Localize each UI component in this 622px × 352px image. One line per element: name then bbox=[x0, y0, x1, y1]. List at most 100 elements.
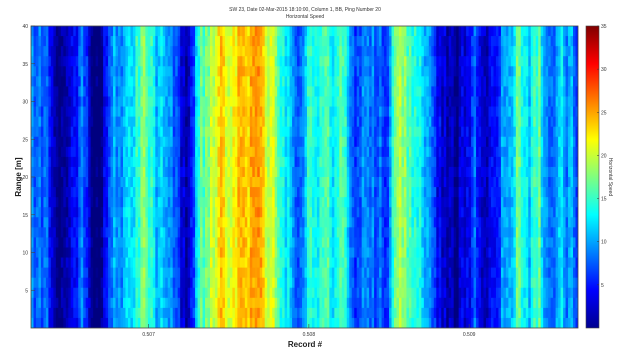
heatmap-cell bbox=[279, 96, 283, 107]
heatmap-cell bbox=[277, 257, 281, 268]
heatmap-cell bbox=[202, 36, 206, 47]
heatmap-cell bbox=[289, 247, 293, 258]
heatmap-cell bbox=[113, 96, 116, 107]
heatmap-cell bbox=[408, 106, 412, 117]
heatmap-cell bbox=[172, 217, 176, 228]
heatmap-cell bbox=[339, 227, 343, 238]
heatmap-cell bbox=[142, 197, 146, 208]
heatmap-cell bbox=[115, 237, 119, 248]
heatmap-cell bbox=[172, 66, 176, 77]
heatmap-cell bbox=[232, 86, 236, 97]
heatmap-cell bbox=[93, 317, 97, 328]
heatmap-cell bbox=[272, 146, 276, 158]
heatmap-cell bbox=[177, 136, 181, 148]
heatmap-cell bbox=[304, 166, 308, 178]
heatmap-cell bbox=[356, 277, 360, 289]
heatmap-cell bbox=[394, 297, 397, 309]
heatmap-cell bbox=[127, 307, 131, 319]
heatmap-cell bbox=[177, 156, 181, 168]
heatmap-cell bbox=[192, 277, 196, 289]
heatmap-cell bbox=[369, 187, 373, 198]
heatmap-cell bbox=[192, 126, 196, 138]
heatmap-cell bbox=[165, 187, 169, 198]
heatmap-cell bbox=[349, 116, 353, 128]
heatmap-cell bbox=[68, 116, 72, 128]
heatmap-cell bbox=[242, 237, 246, 248]
heatmap-cell bbox=[267, 307, 271, 319]
heatmap-cell bbox=[110, 96, 114, 107]
heatmap-cell bbox=[113, 56, 116, 67]
heatmap-cell bbox=[142, 227, 146, 238]
heatmap-cell bbox=[190, 217, 194, 228]
heatmap-cell bbox=[197, 26, 201, 37]
heatmap-cell bbox=[436, 156, 440, 168]
heatmap-cell bbox=[145, 297, 149, 309]
heatmap-cell bbox=[329, 237, 333, 248]
heatmap-cell bbox=[441, 287, 445, 299]
heatmap-cell bbox=[68, 96, 72, 107]
heatmap-cell bbox=[441, 116, 445, 128]
heatmap-cell bbox=[127, 126, 131, 138]
heatmap-cell bbox=[269, 86, 273, 97]
heatmap-cell bbox=[284, 197, 288, 208]
heatmap-cell bbox=[289, 207, 293, 218]
heatmap-cell bbox=[254, 257, 258, 268]
heatmap-cell bbox=[292, 307, 295, 319]
heatmap-cell bbox=[344, 247, 348, 258]
heatmap-cell bbox=[277, 66, 281, 77]
heatmap-cell bbox=[108, 237, 111, 248]
heatmap-cell bbox=[219, 46, 223, 57]
heatmap-cell bbox=[202, 297, 206, 309]
heatmap-cell bbox=[60, 26, 64, 37]
heatmap-cell bbox=[292, 207, 295, 218]
heatmap-cell bbox=[93, 187, 97, 198]
heatmap-cell bbox=[334, 76, 338, 87]
heatmap-cell bbox=[205, 317, 208, 328]
heatmap-cell bbox=[289, 267, 293, 279]
heatmap-cell bbox=[155, 76, 159, 87]
heatmap-cell bbox=[321, 146, 325, 158]
heatmap-cell bbox=[423, 56, 427, 67]
heatmap-cell bbox=[247, 287, 251, 299]
heatmap-cell bbox=[113, 227, 116, 238]
heatmap-cell bbox=[418, 66, 422, 77]
heatmap-cell bbox=[212, 187, 216, 198]
heatmap-cell bbox=[48, 237, 52, 248]
heatmap-cell bbox=[423, 227, 427, 238]
heatmap-cell bbox=[389, 237, 392, 248]
heatmap-cell bbox=[334, 287, 338, 299]
heatmap-cell bbox=[43, 227, 47, 238]
heatmap-cell bbox=[381, 277, 385, 289]
heatmap-cell bbox=[438, 106, 442, 117]
heatmap-cell bbox=[212, 217, 216, 228]
heatmap-cell bbox=[160, 136, 164, 148]
heatmap-cell bbox=[299, 307, 303, 319]
heatmap-cell bbox=[123, 207, 126, 218]
heatmap-cell bbox=[401, 217, 405, 228]
heatmap-cell bbox=[90, 287, 94, 299]
heatmap-cell bbox=[105, 106, 109, 117]
heatmap-cell bbox=[73, 257, 77, 268]
heatmap-cell bbox=[381, 307, 385, 319]
heatmap-cell bbox=[234, 217, 238, 228]
heatmap-cell bbox=[137, 86, 141, 97]
heatmap-cell bbox=[391, 46, 395, 57]
heatmap-cell bbox=[426, 166, 430, 178]
heatmap-cell bbox=[222, 116, 226, 128]
heatmap-cell bbox=[100, 146, 104, 158]
heatmap-cell bbox=[187, 277, 191, 289]
heatmap-cell bbox=[396, 66, 400, 77]
heatmap-cell bbox=[364, 66, 368, 77]
heatmap-cell bbox=[349, 287, 353, 299]
heatmap-cell bbox=[359, 277, 363, 289]
heatmap-cell bbox=[287, 177, 290, 188]
heatmap-cell bbox=[180, 247, 184, 258]
heatmap-cell bbox=[234, 76, 238, 87]
heatmap-cell bbox=[170, 86, 174, 97]
heatmap-cell bbox=[438, 317, 442, 328]
heatmap-cell bbox=[137, 247, 141, 258]
heatmap-cell bbox=[160, 187, 164, 198]
heatmap-cell bbox=[202, 26, 206, 37]
heatmap-cell bbox=[369, 106, 373, 117]
heatmap-cell bbox=[242, 247, 246, 258]
